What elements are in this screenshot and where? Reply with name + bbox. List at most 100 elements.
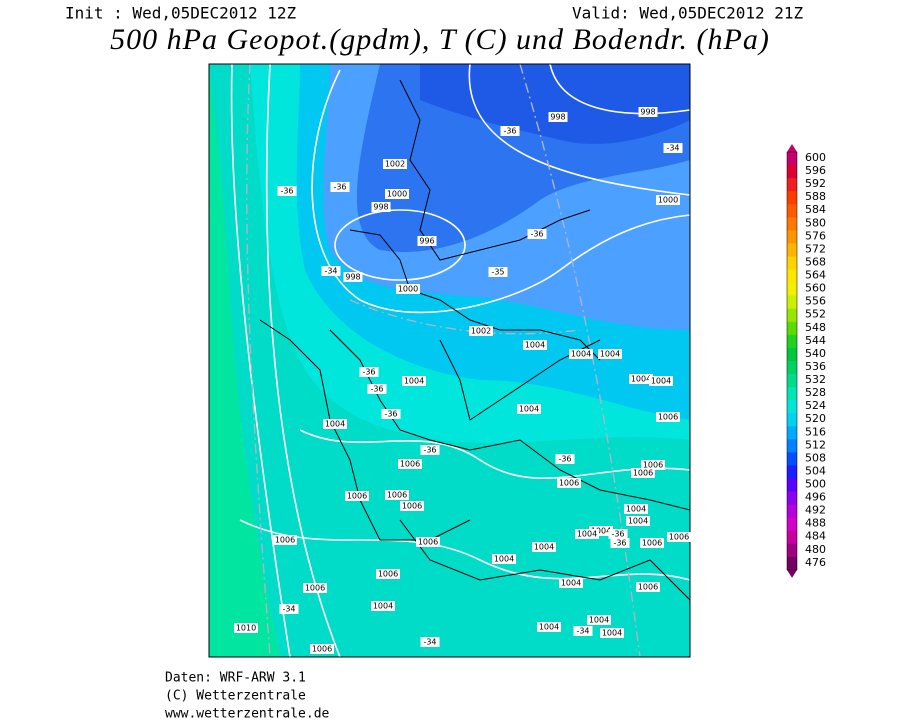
pressure-label: 1006	[418, 538, 438, 547]
colorbar-swatch	[787, 165, 797, 179]
pressure-label: 1004	[577, 530, 597, 539]
colorbar-label: 516	[805, 425, 826, 438]
pressure-label: 1006	[312, 645, 332, 654]
colorbar-swatch	[787, 556, 797, 571]
colorbar-label: 524	[805, 399, 826, 412]
label-box	[631, 468, 655, 478]
temperature-label: -34	[282, 605, 295, 614]
label-box	[600, 628, 624, 638]
label-box	[638, 107, 658, 117]
label-box	[559, 578, 583, 588]
colorbar-swatch	[787, 439, 797, 453]
temperature-label: -36	[530, 230, 543, 239]
label-box	[321, 266, 341, 276]
colorbar-cap	[787, 569, 797, 578]
colorbar-label: 488	[805, 517, 826, 530]
pressure-label: 1006	[643, 461, 663, 470]
temperature-label: -36	[384, 410, 397, 419]
colorbar-swatch	[787, 217, 797, 231]
colorbar-swatch	[787, 374, 797, 388]
colorbar-label: 556	[805, 295, 826, 308]
label-box	[367, 384, 387, 394]
pressure-label: 998	[373, 203, 388, 212]
colorbar-label: 588	[805, 190, 826, 203]
colorbar-swatch	[787, 152, 797, 166]
label-box	[667, 532, 691, 542]
label-box	[371, 202, 391, 212]
label-box	[385, 189, 409, 199]
temperature-label: -36	[370, 385, 383, 394]
label-box	[610, 538, 630, 548]
label-box	[371, 601, 395, 611]
temperature-label: -36	[613, 539, 626, 548]
colorbar-swatch	[787, 413, 797, 427]
pressure-label: 1006	[642, 539, 662, 548]
pressure-label: 998	[550, 113, 565, 122]
pressure-label: 1006	[387, 491, 407, 500]
footer-line: Daten: WRF-ARW 3.1	[165, 671, 306, 686]
label-box	[323, 419, 347, 429]
pressure-label: 1004	[626, 505, 646, 514]
colorbar-label: 584	[805, 203, 826, 216]
temperature-label: -36	[280, 187, 293, 196]
label-box	[569, 349, 593, 359]
label-box	[517, 404, 541, 414]
pressure-label: 1006	[275, 536, 295, 545]
label-box	[385, 490, 409, 500]
colorbar-label: 540	[805, 347, 826, 360]
label-box	[500, 126, 520, 136]
label-box	[310, 644, 334, 654]
pressure-label: 1006	[633, 469, 653, 478]
temperature-label: -35	[491, 268, 504, 277]
colorbar-label: 528	[805, 386, 826, 399]
colorbar-swatch	[787, 191, 797, 205]
colorbar-label: 576	[805, 229, 826, 242]
temperature-label: -34	[324, 267, 337, 276]
valid-time: Valid: Wed,05DEC2012 21Z	[572, 4, 804, 23]
pressure-label: 1006	[400, 460, 420, 469]
label-box	[523, 340, 547, 350]
label-box	[416, 537, 440, 547]
pressure-label: 998	[345, 273, 360, 282]
label-box	[376, 569, 400, 579]
pressure-label: 1006	[559, 479, 579, 488]
colorbar-label: 476	[805, 556, 826, 569]
temperature-label: -36	[423, 446, 436, 455]
label-box	[548, 112, 568, 122]
pressure-label: 1004	[373, 602, 393, 611]
pressure-label: 1004	[651, 377, 671, 386]
pressure-label: 1006	[638, 583, 658, 592]
label-box	[400, 501, 424, 511]
colorbar-label: 596	[805, 164, 826, 177]
pressure-label: 998	[640, 108, 655, 117]
label-box	[557, 478, 581, 488]
pressure-label: 1006	[402, 502, 422, 511]
colorbar-label: 492	[805, 504, 826, 517]
label-box	[279, 604, 299, 614]
colorbar-swatch	[787, 491, 797, 506]
colorbar-label: 484	[805, 530, 826, 543]
map-title: 500 hPa Geopot.(gpdm), T (C) und Bodendr…	[110, 23, 770, 56]
init-time: Init : Wed,05DEC2012 12Z	[65, 4, 297, 23]
colorbar-swatch	[787, 530, 797, 545]
label-box	[420, 445, 440, 455]
colorbar-label: 560	[805, 282, 826, 295]
colorbar-label: 520	[805, 412, 826, 425]
pressure-label: 1004	[600, 350, 620, 359]
label-box	[417, 236, 437, 246]
colorbar-label: 568	[805, 255, 826, 268]
temperature-label: -36	[333, 183, 346, 192]
pressure-label: 1004	[561, 579, 581, 588]
label-box	[383, 159, 407, 169]
pressure-label: 1002	[385, 160, 405, 169]
temperature-label: -34	[423, 638, 436, 647]
colorbar-swatch	[787, 243, 797, 257]
colorbar-swatch	[787, 269, 797, 284]
label-box	[488, 267, 508, 277]
colorbar-label: 496	[805, 491, 826, 504]
colorbar-swatch	[787, 282, 797, 297]
label-box	[273, 535, 297, 545]
colorbar-swatch	[787, 452, 797, 466]
map-field	[209, 64, 690, 657]
